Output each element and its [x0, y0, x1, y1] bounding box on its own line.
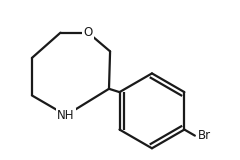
- Text: NH: NH: [57, 109, 75, 122]
- Text: O: O: [84, 26, 93, 39]
- Text: Br: Br: [198, 129, 211, 142]
